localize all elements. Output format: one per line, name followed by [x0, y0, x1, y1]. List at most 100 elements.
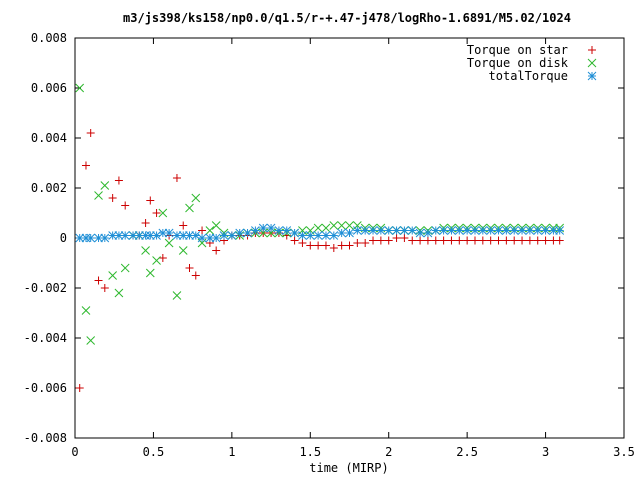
data-point	[121, 201, 130, 210]
data-point	[431, 226, 441, 235]
data-point	[549, 226, 558, 235]
data-point	[321, 231, 331, 240]
data-point	[235, 228, 245, 238]
data-point	[525, 236, 534, 245]
data-point	[266, 223, 276, 233]
data-point	[306, 241, 315, 250]
data-point	[494, 236, 503, 245]
data-point	[243, 228, 252, 238]
data-point	[423, 236, 432, 245]
data-point	[120, 263, 130, 273]
legend-marker	[588, 46, 596, 54]
data-point	[205, 226, 215, 235]
y-tick-label: 0	[60, 231, 67, 245]
data-point	[400, 226, 409, 235]
data-point	[321, 241, 330, 250]
data-point	[447, 236, 456, 245]
series-plus	[75, 129, 564, 392]
data-point	[462, 226, 472, 235]
data-point	[439, 226, 448, 235]
data-point	[298, 231, 307, 240]
data-point	[212, 246, 221, 255]
data-point	[146, 196, 155, 205]
data-point	[145, 231, 155, 240]
data-point	[470, 226, 480, 235]
data-point	[415, 228, 425, 238]
data-point	[313, 231, 323, 240]
data-point	[298, 239, 307, 247]
data-point	[81, 306, 91, 315]
data-point	[152, 256, 161, 265]
data-point	[392, 226, 401, 235]
data-point	[478, 226, 488, 235]
chart-title: m3/js398/ks158/np0.0/q1.5/r-+.47-j478/lo…	[123, 11, 571, 25]
data-point	[114, 176, 123, 185]
data-point	[197, 233, 207, 243]
data-point	[321, 223, 331, 233]
data-point	[368, 226, 378, 235]
legend-marker	[587, 71, 597, 81]
x-tick-label: 3.5	[613, 445, 635, 459]
data-point	[251, 226, 260, 235]
data-point	[81, 161, 90, 170]
x-axis-label: time (MIRP)	[309, 461, 388, 475]
data-point	[555, 236, 564, 245]
data-point	[361, 239, 370, 247]
data-point	[329, 221, 339, 230]
data-point	[463, 236, 472, 245]
legend-label: totalTorque	[489, 69, 568, 83]
data-point	[376, 236, 385, 245]
y-tick-label: 0.006	[31, 81, 67, 95]
data-point	[345, 228, 354, 238]
data-point	[502, 236, 511, 245]
data-point	[114, 231, 124, 240]
data-point	[352, 226, 362, 235]
data-point	[494, 226, 503, 235]
data-point	[164, 238, 174, 248]
y-tick-label: 0.002	[31, 181, 67, 195]
data-point	[141, 246, 150, 255]
data-point	[185, 203, 194, 213]
data-point	[86, 233, 96, 243]
data-point	[392, 234, 401, 242]
data-point	[533, 236, 542, 245]
data-point	[185, 264, 194, 272]
y-tick-label: -0.002	[24, 281, 67, 295]
data-point	[555, 226, 565, 235]
data-point	[337, 228, 347, 238]
x-tick-label: 1.5	[299, 445, 321, 459]
data-point	[227, 231, 237, 240]
x-tick-label: 1	[228, 445, 235, 459]
y-tick-label: 0.004	[31, 131, 67, 145]
data-point	[345, 221, 354, 230]
data-point	[470, 236, 479, 245]
data-point	[141, 219, 150, 227]
data-point	[211, 221, 221, 230]
data-point	[431, 236, 440, 245]
data-point	[533, 226, 543, 235]
data-point	[172, 291, 182, 300]
legend-label: Torque on disk	[467, 56, 569, 70]
legend-marker	[587, 58, 597, 68]
data-point	[178, 231, 188, 240]
data-point	[329, 244, 338, 252]
x-tick-label: 3	[542, 445, 549, 459]
data-point	[541, 226, 550, 235]
data-point	[134, 231, 144, 240]
data-point	[502, 226, 511, 235]
axes: 0 0.5 1 1.5 2 2.5 3 3.5 -0.008 -0.006 -0.004 -0.002…	[24, 31, 635, 459]
data-point	[108, 194, 117, 202]
data-point	[337, 221, 347, 230]
data-point	[478, 236, 487, 245]
data-point	[108, 231, 117, 240]
data-point	[94, 191, 103, 200]
data-point	[164, 228, 174, 238]
legend-label: Torque on star	[467, 43, 568, 57]
data-point	[274, 226, 284, 235]
series-star	[75, 223, 565, 243]
data-point	[94, 276, 103, 285]
data-point	[486, 226, 496, 235]
plot-area-border	[74, 37, 625, 439]
x-tick-label: 2	[385, 445, 392, 459]
